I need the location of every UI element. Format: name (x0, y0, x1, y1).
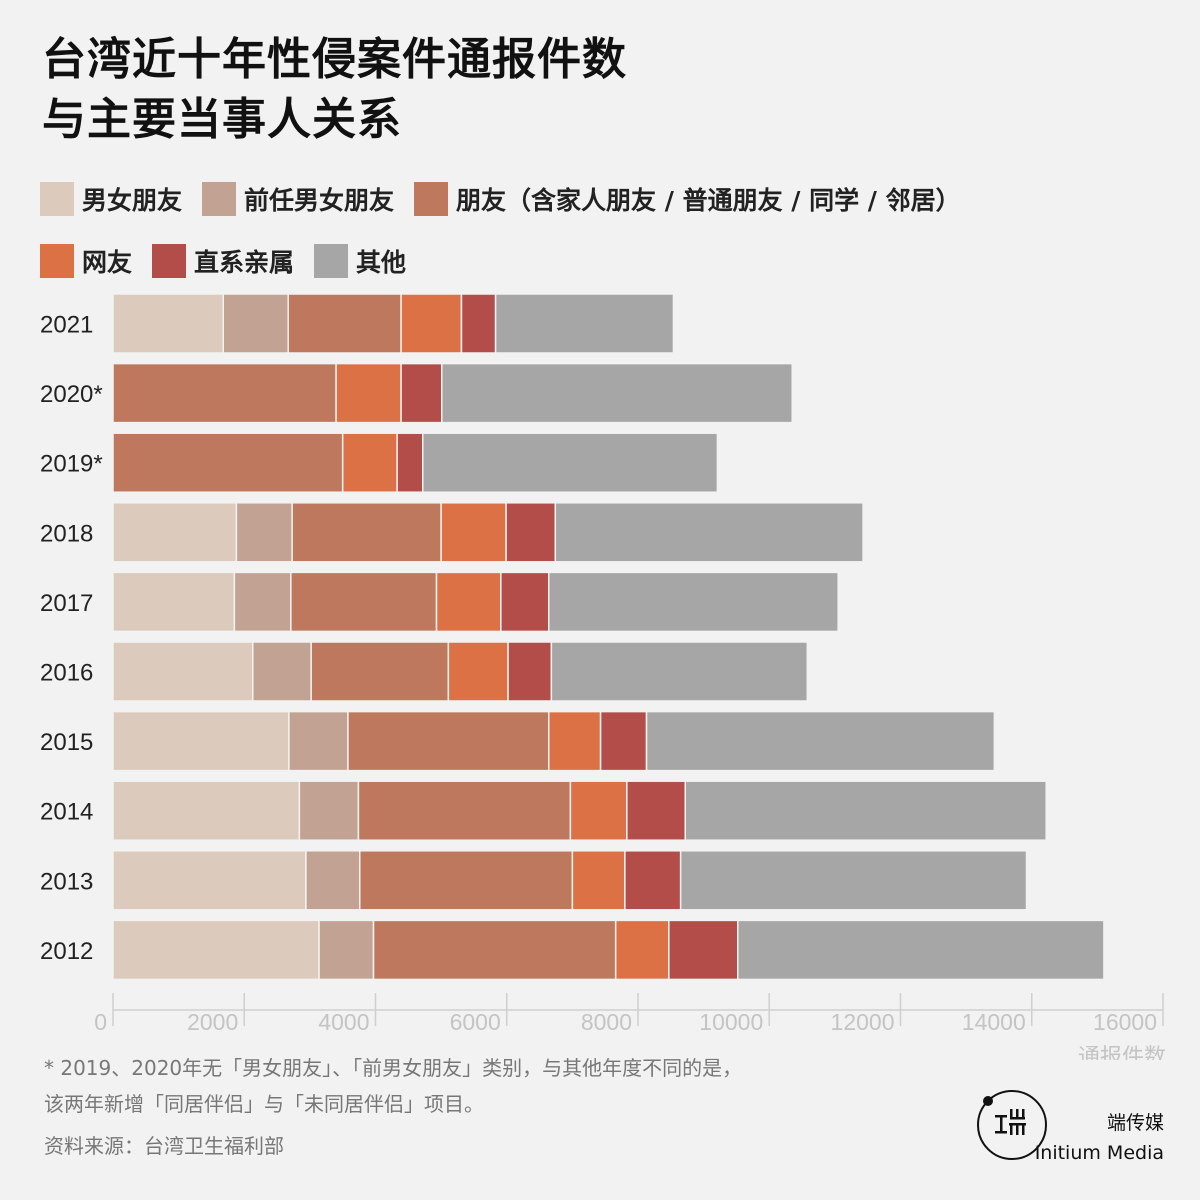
year-label: 2020* (40, 381, 103, 408)
bar-segment (319, 920, 373, 979)
bar-segment (299, 781, 358, 840)
bar-segment (685, 781, 1046, 840)
bar-segment (289, 712, 348, 771)
bar-segment (441, 503, 506, 562)
x-tick-label: 16000 (1093, 1009, 1157, 1035)
bar-segment (570, 781, 626, 840)
bar-segment (223, 294, 288, 353)
stacked-bar-chart: 2021 2020* 2019* 2018 2017 2016 2015 2014 2013 20… (0, 0, 1200, 1060)
bar-segment (113, 503, 236, 562)
bar-segment (306, 851, 360, 910)
x-tick-label: 12000 (831, 1009, 895, 1035)
x-tick-label: 0 (94, 1009, 107, 1035)
bar-segment (113, 781, 299, 840)
bar-segment (343, 433, 397, 492)
year-label: 2021 (40, 312, 93, 339)
bar-segment (336, 364, 401, 423)
footnote-line-1: * 2019、2020年无「男女朋友」、「前男女朋友」类别，与其他年度不同的是， (44, 1050, 742, 1086)
x-tick-label: 10000 (699, 1009, 763, 1035)
bar-segment (442, 364, 792, 423)
bar-segment (113, 294, 223, 353)
bar-segment (669, 920, 738, 979)
bar-segment (508, 642, 551, 701)
year-label: 2014 (40, 799, 93, 826)
footnote-line-2: 该两年新增「同居伴侣」与「未同居伴侣」项目。 (44, 1086, 742, 1122)
bar-segment (113, 642, 253, 701)
bar-segment (549, 712, 601, 771)
bar-segment (397, 433, 423, 492)
bar-segment (401, 294, 461, 353)
bar-segment (601, 712, 647, 771)
bar-segment (401, 364, 442, 423)
year-label: 2012 (40, 938, 93, 965)
bar-segment (681, 851, 1027, 910)
bar-segment (291, 572, 437, 631)
bar-segment (437, 572, 501, 631)
x-tick-label: 4000 (318, 1009, 369, 1035)
bar-segment (253, 642, 311, 701)
bar-segment (496, 294, 674, 353)
bar-segment (113, 364, 336, 423)
bar-segment (348, 712, 549, 771)
year-label: 2019* (40, 451, 103, 478)
x-axis-label: 通报件数 (1078, 1045, 1166, 1060)
bar-segment (549, 572, 838, 631)
x-tick-label: 14000 (962, 1009, 1026, 1035)
bar-segment (113, 433, 343, 492)
bar-segment (311, 642, 448, 701)
bar-segment (360, 851, 573, 910)
bar-segment (572, 851, 625, 910)
bar-segment (625, 851, 681, 910)
bar-segment (461, 294, 495, 353)
year-label: 2013 (40, 868, 93, 895)
year-label: 2018 (40, 520, 93, 547)
bar-segment (555, 503, 863, 562)
bar-segment (374, 920, 616, 979)
x-tick-label: 6000 (450, 1009, 501, 1035)
year-label: 2017 (40, 590, 93, 617)
year-label: 2015 (40, 729, 93, 756)
x-tick-label: 8000 (581, 1009, 632, 1035)
bar-segment (423, 433, 718, 492)
bar-segment (292, 503, 441, 562)
bar-segment (358, 781, 570, 840)
x-tick-label: 2000 (187, 1009, 238, 1035)
bar-segment (113, 851, 306, 910)
bar-segment (616, 920, 669, 979)
footnote: * 2019、2020年无「男女朋友」、「前男女朋友」类别，与其他年度不同的是，… (44, 1050, 742, 1122)
bar-segment (236, 503, 292, 562)
brand-name-cn: 端传媒 (1035, 1108, 1164, 1138)
bar-segment (113, 712, 289, 771)
bar-segment (506, 503, 555, 562)
bar-segment (647, 712, 995, 771)
bar-segment (501, 572, 549, 631)
bar-segment (551, 642, 807, 701)
brand-name-en: Initium Media (1035, 1138, 1164, 1168)
bar-segment (113, 920, 319, 979)
bar-segment (288, 294, 401, 353)
bar-segment (234, 572, 290, 631)
year-label: 2016 (40, 660, 93, 687)
bar-segment (113, 572, 234, 631)
data-source: 资料来源：台湾卫生福利部 (44, 1130, 284, 1159)
brand-name: 端传媒 Initium Media (1035, 1108, 1164, 1168)
bar-segment (738, 920, 1104, 979)
bar-segment (627, 781, 685, 840)
bar-segment (448, 642, 508, 701)
